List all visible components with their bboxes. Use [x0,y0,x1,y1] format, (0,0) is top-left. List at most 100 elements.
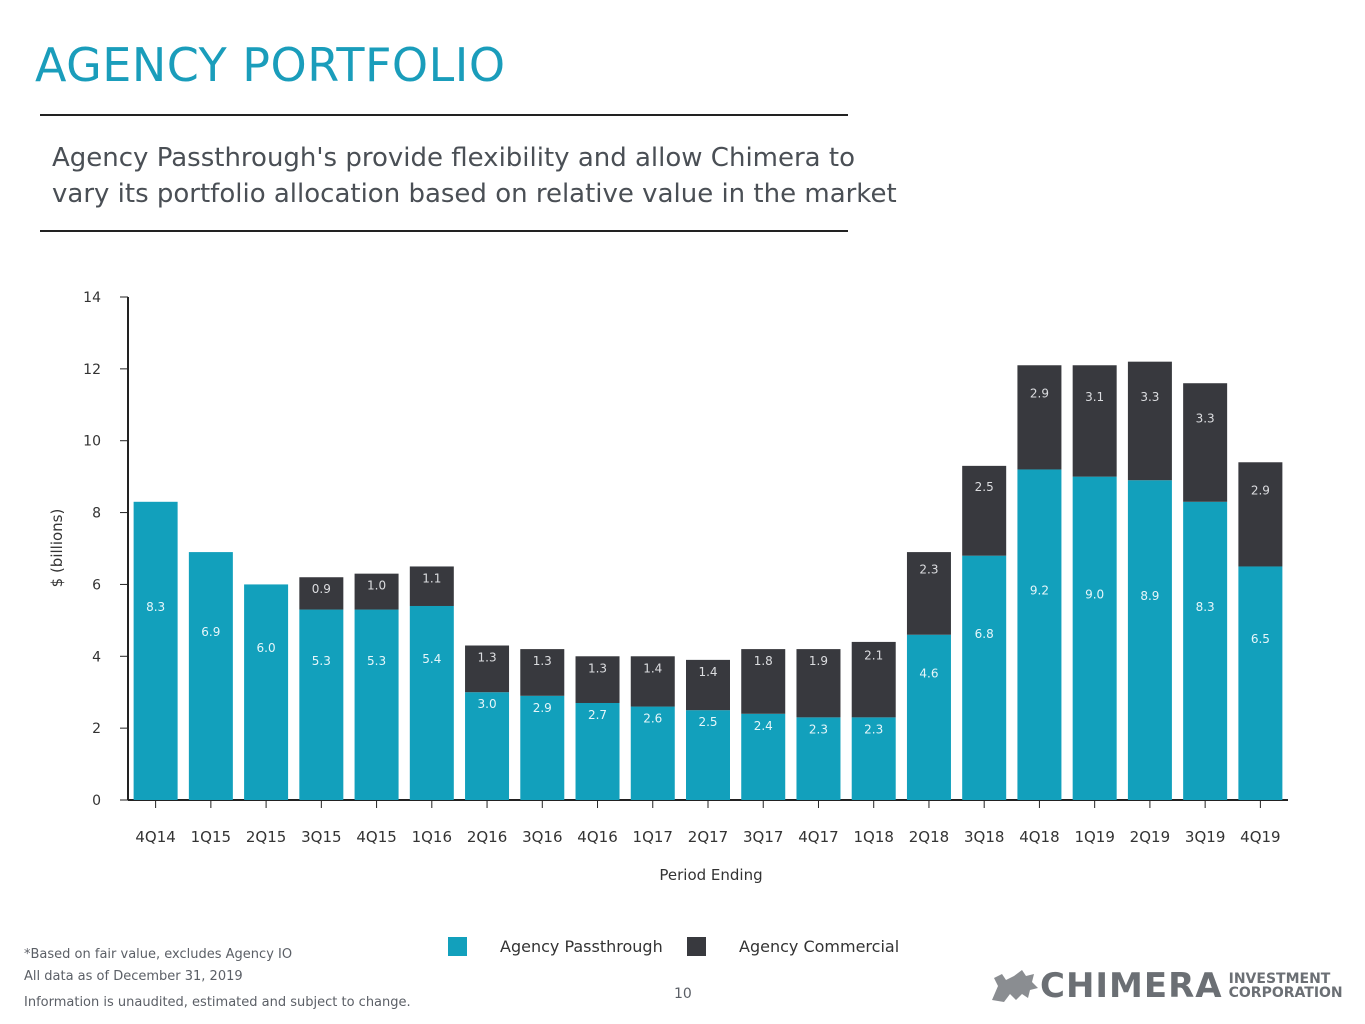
x-tick-label-4Q15: 4Q15 [356,828,396,846]
x-tick-label-1Q19: 1Q19 [1074,828,1114,846]
x-axis-label: Period Ending [659,866,762,884]
x-tick-label-1Q16: 1Q16 [412,828,452,846]
logo-sub-corporation: CORPORATION [1228,985,1343,1001]
bar-passthrough-4Q16 [575,702,620,800]
data-label-passthrough-3Q17: 2.4 [754,719,773,733]
y-tick-label: 14 [83,290,101,306]
y-tick-label: 12 [83,362,101,378]
data-label-passthrough-1Q16: 5.4 [422,652,441,666]
data-label-passthrough-1Q18: 2.3 [864,722,883,736]
x-tick-label-1Q18: 1Q18 [853,828,893,846]
bar-commercial-4Q15 [354,573,399,610]
bar-commercial-3Q15 [299,577,344,610]
y-tick-label: 2 [92,721,101,737]
data-label-passthrough-4Q14: 8.3 [146,600,165,614]
bar-commercial-1Q19 [1072,365,1117,477]
data-label-passthrough-2Q15: 6.0 [257,641,276,655]
bar-commercial-4Q18 [1017,365,1062,470]
bar-passthrough-3Q16 [520,695,565,800]
footnote-data-date: All data as of December 31, 2019 [24,969,243,984]
page-number: 10 [674,986,692,1002]
legend-item-commercial: Agency Commercial [687,937,899,956]
data-label-passthrough-4Q19: 6.5 [1251,632,1270,646]
data-label-commercial-3Q17: 1.8 [754,654,773,668]
bar-commercial-2Q18 [906,552,951,635]
footnote-fair-value: *Based on fair value, excludes Agency IO [24,947,293,962]
company-logo: CHIMERA INVESTMENT CORPORATION [988,966,1343,1006]
legend-label-passthrough: Agency Passthrough [500,937,663,956]
bar-commercial-3Q17 [741,649,786,714]
data-label-commercial-4Q18: 2.9 [1030,386,1049,400]
data-label-commercial-3Q18: 2.5 [975,480,994,494]
data-label-commercial-2Q16: 1.3 [478,651,497,665]
y-tick-label: 4 [92,649,101,665]
data-label-commercial-4Q17: 1.9 [809,654,828,668]
x-tick-label-2Q17: 2Q17 [688,828,728,846]
bar-commercial-4Q19 [1238,462,1283,567]
bar-commercial-4Q16 [575,656,620,703]
data-label-passthrough-4Q18: 9.2 [1030,584,1049,598]
data-label-passthrough-2Q17: 2.5 [698,715,717,729]
bar-commercial-2Q16 [465,645,510,693]
x-tick-label-1Q15: 1Q15 [191,828,231,846]
x-tick-label-3Q16: 3Q16 [522,828,562,846]
x-tick-label-3Q18: 3Q18 [964,828,1004,846]
bar-commercial-2Q17 [686,659,730,711]
bar-passthrough-3Q19 [1183,501,1228,800]
y-axis-label: $ (billions) [48,509,66,588]
legend-item-passthrough: Agency Passthrough [448,937,663,956]
bar-commercial-3Q19 [1183,383,1228,502]
page-title: AGENCY PORTFOLIO [35,38,506,92]
bar-passthrough-2Q19 [1127,480,1172,800]
data-label-commercial-4Q19: 2.9 [1251,483,1270,497]
bar-commercial-3Q18 [962,465,1007,556]
logo-wordmark: CHIMERA [1040,966,1223,1006]
subtitle-line-1: Agency Passthrough's provide flexibility… [52,143,855,173]
bar-passthrough-1Q15 [188,552,233,800]
bar-passthrough-1Q17 [630,706,675,800]
bar-commercial-1Q18 [851,641,896,718]
data-label-passthrough-3Q15: 5.3 [312,654,331,668]
y-tick-label: 8 [92,506,101,522]
data-label-passthrough-2Q18: 4.6 [919,666,938,680]
chimera-beast-icon [992,970,1038,1002]
x-tick-label-4Q18: 4Q18 [1019,828,1059,846]
legend-swatch-passthrough [448,937,467,956]
data-label-passthrough-4Q15: 5.3 [367,654,386,668]
data-label-passthrough-1Q17: 2.6 [643,712,662,726]
data-label-passthrough-2Q16: 3.0 [478,697,497,711]
bar-passthrough-1Q16 [409,605,454,800]
bar-passthrough-3Q18 [962,555,1007,800]
data-label-commercial-2Q17: 1.4 [698,665,717,679]
x-tick-label-4Q19: 4Q19 [1240,828,1280,846]
x-tick-label-1Q17: 1Q17 [633,828,673,846]
bar-passthrough-4Q19 [1238,566,1283,800]
data-label-commercial-1Q18: 2.1 [864,649,883,663]
y-tick-label: 6 [92,577,101,593]
data-label-passthrough-3Q18: 6.8 [975,627,994,641]
x-tick-label-3Q17: 3Q17 [743,828,783,846]
data-label-commercial-3Q19: 3.3 [1196,412,1215,426]
bar-passthrough-3Q17 [741,713,786,800]
bar-passthrough-2Q18 [906,634,951,800]
data-label-commercial-4Q15: 1.0 [367,579,386,593]
data-label-passthrough-3Q16: 2.9 [533,701,552,715]
bar-commercial-4Q17 [796,649,841,718]
bar-passthrough-2Q15 [244,584,289,800]
bar-passthrough-2Q16 [465,692,510,800]
top-rule [40,114,848,116]
data-label-commercial-3Q15: 0.9 [312,582,331,596]
data-label-commercial-3Q16: 1.3 [533,654,552,668]
data-label-commercial-2Q18: 2.3 [919,562,938,576]
x-tick-label-2Q15: 2Q15 [246,828,286,846]
bar-passthrough-4Q17 [796,717,841,800]
legend-swatch-commercial [687,937,706,956]
x-tick-label-4Q16: 4Q16 [577,828,617,846]
data-label-passthrough-4Q17: 2.3 [809,722,828,736]
x-tick-label-4Q17: 4Q17 [798,828,838,846]
x-tick-label-3Q19: 3Q19 [1185,828,1225,846]
data-label-passthrough-1Q19: 9.0 [1085,587,1104,601]
data-label-commercial-1Q17: 1.4 [643,661,662,675]
bar-passthrough-2Q17 [686,710,730,800]
